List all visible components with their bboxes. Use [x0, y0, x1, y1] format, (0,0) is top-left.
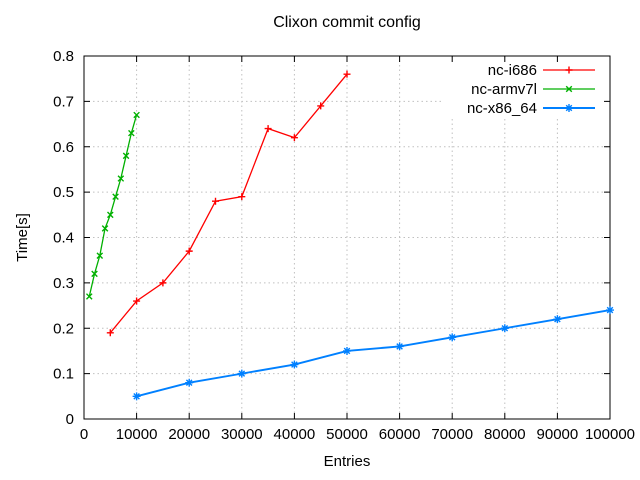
series-marker-nc-i686 — [317, 102, 325, 110]
series-line-nc-i686 — [109, 73, 348, 334]
y-tick-label: 0 — [66, 411, 74, 428]
x-tick-label: 20000 — [168, 426, 210, 443]
legend-marker-nc-i686 — [565, 66, 573, 74]
series-marker-nc-i686 — [290, 134, 298, 142]
series-marker-nc-x86_64 — [606, 306, 614, 315]
series-marker-nc-i686 — [133, 297, 141, 305]
y-tick-label: 0.2 — [53, 320, 74, 337]
x-tick-label: 70000 — [431, 426, 473, 443]
series-marker-nc-armv7l — [112, 193, 119, 200]
series-marker-nc-armv7l — [117, 175, 125, 182]
y-tick-label: 0.1 — [53, 366, 74, 383]
series-marker-nc-i686 — [185, 247, 193, 255]
chart-title: Clixon commit config — [273, 14, 421, 31]
series-marker-nc-x86_64 — [185, 378, 194, 387]
x-tick-label: 0 — [80, 426, 88, 443]
series-marker-nc-armv7l — [133, 111, 140, 119]
y-tick-label: 0.5 — [53, 184, 74, 201]
series-marker-nc-armv7l — [96, 252, 104, 259]
y-tick-label: 0.4 — [53, 230, 74, 247]
legend-marker-nc-armv7l — [565, 85, 573, 93]
series-marker-nc-i686 — [343, 70, 351, 78]
series-marker-nc-armv7l — [122, 152, 130, 160]
series-marker-nc-x86_64 — [553, 315, 562, 324]
x-axis-label: Entries — [324, 453, 371, 470]
series-marker-nc-x86_64 — [395, 342, 404, 351]
legend-marker-nc-x86_64 — [565, 104, 573, 112]
series-marker-nc-x86_64 — [132, 392, 141, 401]
x-tick-label: 60000 — [379, 426, 421, 443]
series-line-nc-armv7l — [88, 114, 138, 297]
legend-label-nc-armv7l: nc-armv7l — [471, 81, 537, 98]
y-tick-label: 0.6 — [53, 139, 74, 156]
series-marker-nc-i686 — [238, 193, 246, 201]
x-tick-label: 50000 — [326, 426, 368, 443]
series-marker-nc-x86_64 — [290, 360, 299, 369]
series-marker-nc-i686 — [212, 197, 219, 205]
y-axis-label: Time[s] — [14, 213, 31, 262]
x-tick-label: 100000 — [585, 426, 635, 443]
series-marker-nc-x86_64 — [343, 346, 351, 355]
series-marker-nc-armv7l — [91, 270, 98, 278]
x-tick-label: 80000 — [484, 426, 526, 443]
legend-label-nc-i686: nc-i686 — [488, 62, 537, 79]
x-tick-label: 90000 — [537, 426, 579, 443]
series-marker-nc-armv7l — [101, 225, 109, 232]
series-line-nc-x86_64 — [136, 309, 611, 398]
series-marker-nc-armv7l — [107, 211, 114, 219]
y-tick-label: 0.3 — [53, 275, 74, 292]
legend-label-nc-x86_64: nc-x86_64 — [467, 100, 537, 117]
series-marker-nc-i686 — [159, 279, 167, 287]
y-tick-label: 0.8 — [53, 48, 74, 65]
series-marker-nc-armv7l — [85, 293, 93, 300]
series-marker-nc-i686 — [106, 329, 114, 337]
y-tick-label: 0.7 — [53, 93, 74, 110]
x-tick-label: 40000 — [274, 426, 316, 443]
x-tick-label: 10000 — [116, 426, 158, 443]
series-marker-nc-armv7l — [128, 129, 135, 137]
series-marker-nc-x86_64 — [448, 333, 457, 342]
x-tick-label: 30000 — [221, 426, 263, 443]
series-marker-nc-x86_64 — [237, 369, 246, 378]
series-marker-nc-i686 — [264, 125, 272, 133]
series-marker-nc-x86_64 — [500, 324, 509, 333]
